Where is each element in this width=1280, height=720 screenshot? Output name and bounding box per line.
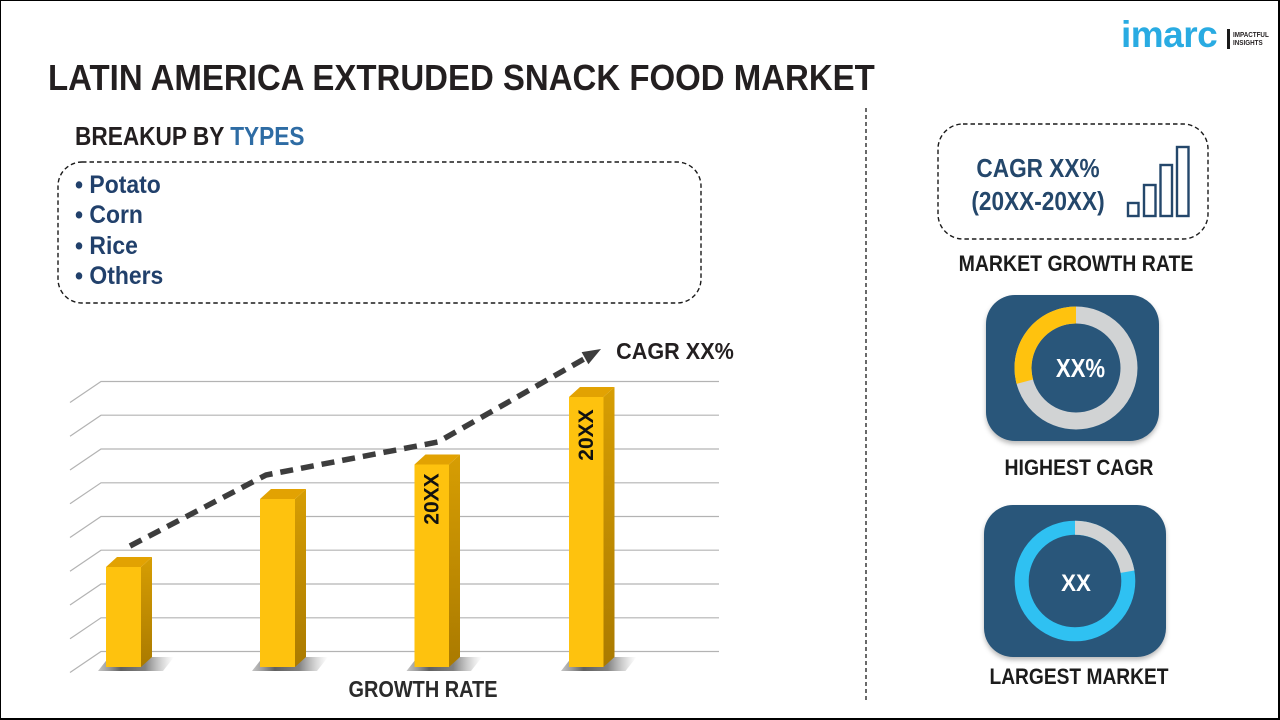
svg-text:20XX: 20XX — [575, 409, 598, 460]
svg-text:20XX: 20XX — [421, 473, 444, 524]
